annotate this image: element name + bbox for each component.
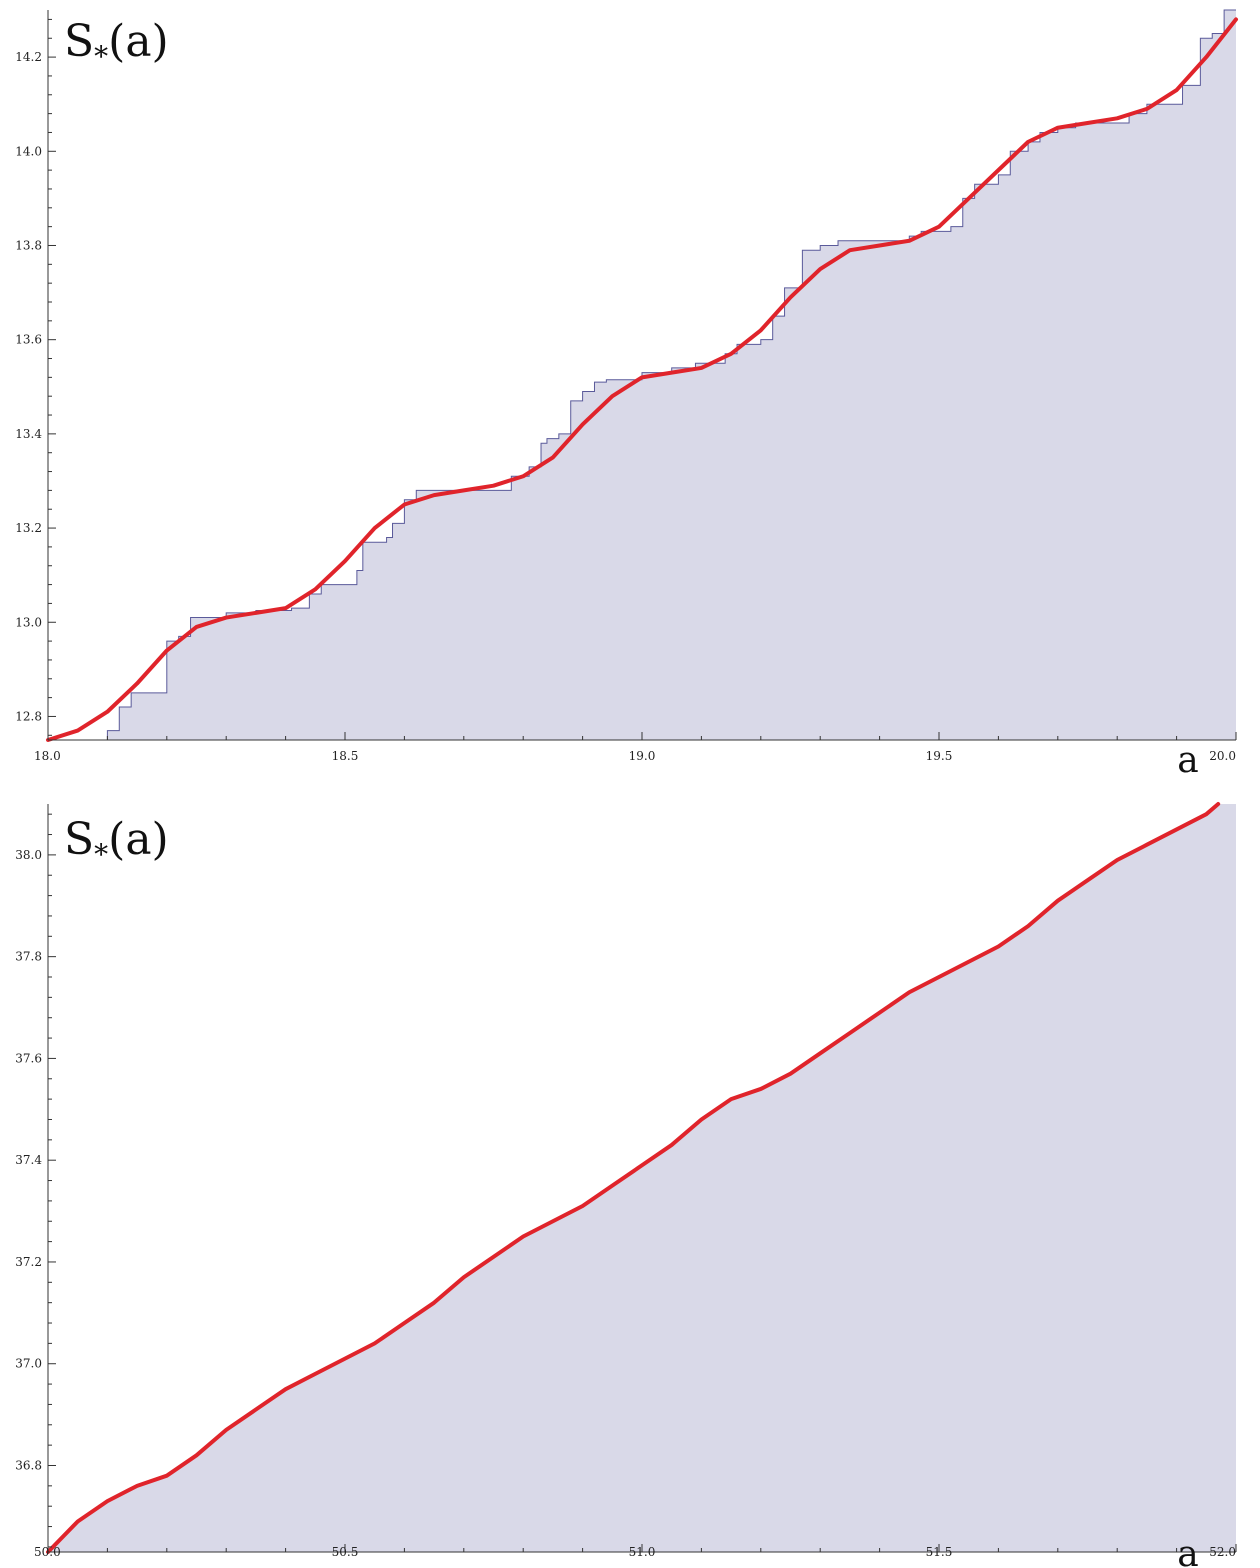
y-tick-label-top: 13.4	[15, 427, 42, 441]
x-tick-label-top: 19.0	[629, 749, 656, 763]
y-tick-label-top: 13.6	[15, 333, 42, 347]
x-tick-label-top: 18.0	[34, 749, 61, 763]
x-axis-label-bottom: a	[1177, 1534, 1198, 1568]
y-tick-label-bottom: 37.0	[15, 1357, 42, 1371]
chart-panel-bottom: 36.8 37.0 37.2 37.4 37.6 37.8 38.0 50.0 50.5 51.0…	[0, 784, 1260, 1568]
x-tick-label-bottom: 51.5	[926, 1545, 953, 1559]
y-tick-label-bottom: 37.2	[15, 1255, 42, 1269]
x-tick-label-top: 18.5	[332, 749, 359, 763]
x-tick-label-top: 20.0	[1209, 749, 1236, 763]
y-tick-label-bottom: 37.6	[15, 1051, 42, 1065]
y-tick-label-bottom: 38.0	[15, 848, 42, 862]
y-tick-label-top: 13.8	[15, 238, 42, 252]
y-tick-label-top: 12.8	[15, 709, 42, 723]
y-tick-label-bottom: 37.8	[15, 950, 42, 964]
smooth-series-bottom	[46, 802, 1221, 1554]
x-tick-label-bottom: 50.5	[332, 1545, 359, 1559]
y-tick-label-top: 14.0	[15, 144, 42, 158]
area-fill-bottom	[48, 804, 1236, 1552]
x-tick-label-bottom: 52.0	[1209, 1545, 1236, 1559]
chart-bottom: 36.8 37.0 37.2 37.4 37.6 37.8 38.0 50.0 50.5 51.0…	[15, 802, 1237, 1568]
chart-top: 12.8 13.0 13.2 13.4 13.6 13.8 14.0 14.2 18.0 18.5…	[15, 9, 1238, 781]
y-tick-label-top: 14.2	[15, 50, 42, 64]
y-tick-label-top: 13.2	[15, 521, 42, 535]
y-tick-label-bottom: 36.8	[15, 1458, 42, 1472]
y-tick-label-top: 13.0	[15, 615, 42, 629]
x-tick-label-top: 19.5	[926, 749, 953, 763]
x-axis-label-top: a	[1177, 740, 1198, 781]
x-tick-label-bottom: 51.0	[629, 1545, 656, 1559]
smooth-series-top	[46, 17, 1238, 742]
y-axis-label-bottom: S*(a)	[64, 814, 169, 871]
x-tick-label-bottom: 50.0	[34, 1545, 61, 1559]
y-axis-label-top: S*(a)	[64, 16, 169, 73]
y-tick-label-bottom: 37.4	[15, 1153, 42, 1167]
step-series-top	[48, 9, 1236, 741]
chart-panel-top: 12.8 13.0 13.2 13.4 13.6 13.8 14.0 14.2 18.0 18.5…	[15, 9, 1238, 781]
